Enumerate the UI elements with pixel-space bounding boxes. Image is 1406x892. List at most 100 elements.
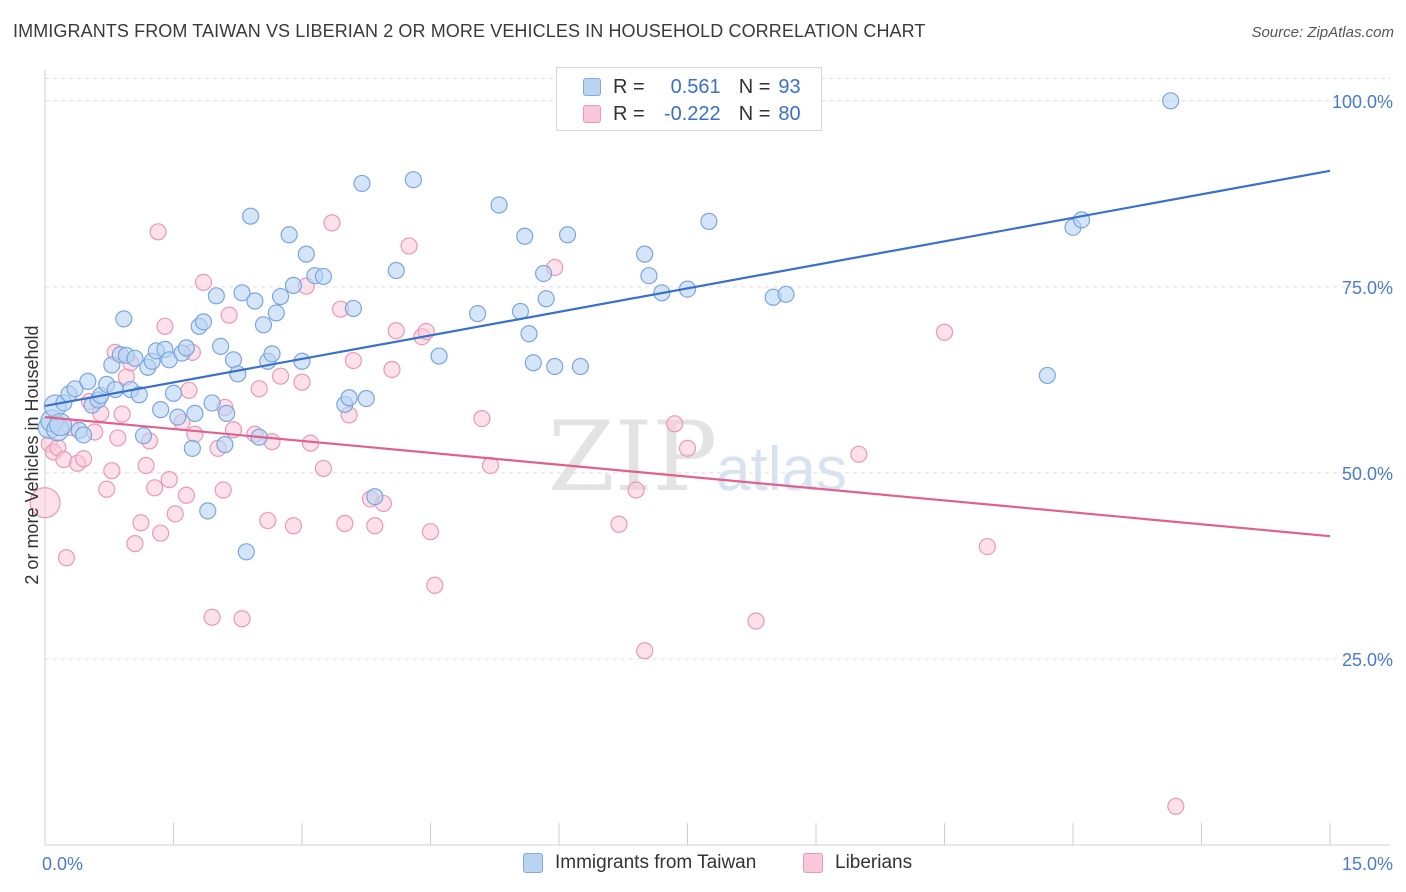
taiwan-point: [700, 212, 718, 230]
liberians-point: [387, 322, 405, 340]
liberians-point: [103, 462, 121, 480]
taiwan-point: [218, 404, 236, 422]
taiwan-point: [284, 276, 303, 294]
liberians-point: [214, 481, 232, 499]
taiwan-point: [524, 354, 542, 372]
liberians-point: [166, 505, 184, 523]
liberians-point: [421, 523, 440, 541]
taiwan-point: [558, 226, 577, 244]
r-label: R =: [613, 75, 645, 98]
liberians-point: [426, 576, 444, 594]
taiwan-point: [490, 196, 508, 214]
liberians-point: [627, 481, 645, 499]
series-legend: Immigrants from Taiwan Liberians: [0, 852, 1406, 876]
taiwan-point: [183, 439, 201, 457]
liberians-point: [1167, 797, 1185, 815]
taiwan-point: [636, 245, 654, 263]
taiwan-point: [430, 347, 448, 365]
taiwan-swatch: [583, 78, 601, 96]
taiwan-point: [79, 372, 97, 390]
series-liberians-points: [29, 214, 1185, 815]
chart-title: IMMIGRANTS FROM TAIWAN VS LIBERIAN 2 OR …: [13, 21, 926, 41]
liberians-point: [29, 487, 61, 519]
taiwan-point: [366, 488, 384, 506]
liberians-point: [177, 486, 195, 504]
taiwan-point: [224, 351, 243, 369]
y-tick-label: 25.0%: [1342, 650, 1393, 670]
y-tick-label: 50.0%: [1342, 464, 1393, 484]
taiwan-point: [293, 352, 311, 370]
liberians-point: [250, 380, 268, 398]
taiwan-point: [344, 299, 362, 318]
n-value: 80: [778, 102, 801, 125]
liberians-point: [400, 237, 418, 255]
n-label: N =: [738, 75, 771, 98]
taiwan-point: [404, 171, 422, 189]
taiwan-point: [571, 357, 590, 376]
taiwan-point: [1038, 366, 1056, 385]
taiwan-point: [199, 502, 217, 520]
taiwan-point: [469, 305, 487, 323]
liberians-point: [314, 459, 333, 478]
liberians-point: [366, 517, 384, 535]
taiwan-point: [516, 227, 534, 245]
taiwan-trend-line: [44, 169, 1331, 408]
tick-labels: 25.0% 50.0% 75.0% 100.0% 0.0% 15.0%: [42, 92, 1393, 874]
taiwan-point: [66, 380, 84, 398]
taiwan-point: [267, 304, 285, 322]
liberians-point: [137, 456, 155, 475]
taiwan-point: [169, 408, 187, 426]
liberians-point: [747, 612, 765, 630]
taiwan-point: [297, 245, 315, 263]
liberians-point: [113, 405, 131, 423]
liberians-point: [978, 537, 996, 556]
liberians-point: [98, 480, 116, 498]
liberians-point: [323, 214, 341, 232]
liberians-point: [383, 360, 401, 379]
liberians-point: [666, 415, 684, 433]
liberians-point: [284, 517, 303, 535]
liberians-point: [152, 524, 170, 542]
taiwan-point: [177, 339, 195, 357]
taiwan-point: [74, 426, 93, 444]
axes: [44, 70, 1390, 846]
taiwan-point: [152, 401, 170, 419]
taiwan-point: [229, 365, 247, 383]
liberians-point: [344, 351, 362, 370]
taiwan-point: [353, 174, 371, 193]
taiwan-point: [1162, 92, 1180, 110]
liberians-trend-line: [44, 416, 1331, 538]
taiwan-point: [534, 264, 553, 283]
taiwan-point: [216, 436, 234, 454]
liberians-point: [132, 514, 150, 532]
taiwan-point: [115, 310, 133, 328]
liberians-point: [126, 535, 144, 553]
liberians-point: [850, 445, 868, 463]
liberians-point: [146, 479, 164, 497]
legend-label-liberians: Liberians: [835, 852, 913, 873]
liberians-point: [186, 425, 204, 443]
liberians-point: [271, 367, 290, 385]
liberians-point: [57, 549, 76, 567]
liberians-point: [610, 515, 628, 533]
taiwan-point: [271, 287, 290, 306]
liberians-point: [293, 373, 311, 391]
liberians-point: [156, 317, 174, 335]
liberians-point: [194, 273, 213, 292]
legend-swatch-liberians: [803, 853, 823, 873]
y-tick-label: 100.0%: [1332, 92, 1393, 112]
watermark: ZIP atlas: [548, 401, 847, 513]
taiwan-point: [546, 357, 564, 376]
liberians-point: [259, 511, 277, 530]
legend-swatch-taiwan: [523, 853, 543, 873]
series-taiwan-points: [37, 92, 1180, 561]
stats-row-taiwan: R = 0.561 N = 93: [557, 74, 801, 100]
taiwan-point: [237, 543, 255, 561]
taiwan-point: [194, 313, 213, 331]
liberians-point: [233, 610, 251, 628]
source-credit: Source: ZipAtlas.com: [1251, 24, 1394, 41]
x-tick-label: 15.0%: [1342, 854, 1393, 874]
liberians-point: [220, 306, 238, 324]
y-tick-label: 75.0%: [1342, 278, 1393, 298]
taiwan-point: [314, 267, 333, 286]
